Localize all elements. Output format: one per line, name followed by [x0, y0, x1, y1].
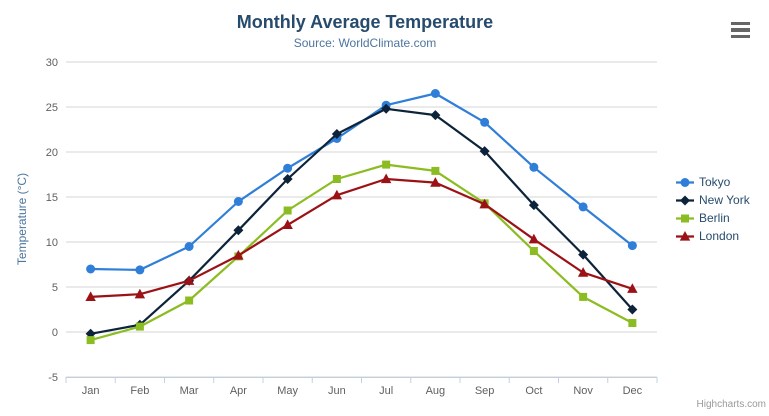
legend-label: New York: [699, 193, 750, 207]
data-point[interactable]: [578, 249, 589, 260]
data-point[interactable]: [283, 206, 292, 215]
data-point[interactable]: [381, 103, 392, 114]
x-axis-label: Jan: [82, 385, 100, 397]
legend-marker-circle-icon: [676, 177, 694, 187]
data-point[interactable]: [85, 291, 96, 302]
x-axis-label: Mar: [180, 385, 199, 397]
grid-group: [66, 61, 657, 378]
data-point[interactable]: [627, 283, 638, 293]
hamburger-bar: [731, 34, 750, 38]
legend-item-berlin[interactable]: Berlin: [676, 211, 750, 225]
hamburger-menu-icon[interactable]: [731, 22, 750, 38]
y-axis-title: Temperature (°C): [15, 173, 29, 265]
data-point[interactable]: [479, 198, 490, 209]
legend-label: Berlin: [699, 211, 730, 225]
hamburger-bar: [731, 22, 750, 26]
legend-marker-diamond-icon: [676, 195, 694, 205]
data-point[interactable]: [135, 265, 145, 275]
legend: Tokyo New York Berlin London: [676, 175, 750, 243]
hamburger-bar: [731, 28, 750, 32]
series-line: [89, 177, 634, 298]
data-point[interactable]: [430, 177, 441, 187]
series-group: [85, 89, 638, 345]
data-point[interactable]: [480, 117, 490, 127]
x-axis-label: Feb: [130, 385, 149, 397]
series-tokyo: [86, 89, 637, 275]
data-point[interactable]: [380, 173, 392, 184]
chart-subtitle: Source: WorldClimate.com: [293, 36, 437, 50]
x-axis-label: Oct: [525, 385, 542, 397]
data-point[interactable]: [184, 242, 194, 251]
y-axis-label: 0: [52, 327, 58, 339]
data-point[interactable]: [282, 219, 293, 230]
data-point[interactable]: [283, 163, 293, 173]
chart-title: Monthly Average Temperature: [236, 12, 494, 32]
x-axis-label: Nov: [573, 385, 593, 397]
data-point[interactable]: [282, 174, 293, 184]
legend-marker-square-icon: [676, 214, 694, 222]
x-axis-label: May: [277, 385, 298, 397]
data-point[interactable]: [185, 296, 194, 305]
legend-item-new-york[interactable]: New York: [676, 193, 750, 207]
data-point[interactable]: [628, 319, 637, 327]
y-axis-label: 10: [46, 237, 58, 249]
data-point[interactable]: [86, 264, 96, 274]
data-point[interactable]: [233, 197, 243, 206]
data-point[interactable]: [382, 160, 391, 169]
legend-item-london[interactable]: London: [676, 229, 750, 243]
y-axis-label: 25: [46, 102, 58, 114]
axis-group: [65, 377, 658, 383]
y-axis-label: 30: [46, 57, 58, 69]
data-point[interactable]: [627, 304, 638, 315]
data-point[interactable]: [528, 233, 540, 244]
x-axis-label: Aug: [426, 385, 446, 397]
axis-labels-group: 30 25 20 15 10 5 0 -5 Jan Feb Mar Apr May Jun Jul Aug Se…: [46, 57, 643, 397]
data-point[interactable]: [431, 166, 440, 175]
highcharts-credit[interactable]: Highcharts.com: [696, 399, 766, 410]
data-point[interactable]: [233, 250, 244, 260]
y-axis-label: -5: [48, 372, 58, 384]
data-point[interactable]: [529, 162, 539, 172]
legend-label: Tokyo: [699, 175, 731, 189]
legend-label: London: [699, 229, 740, 243]
x-axis-label: Jul: [379, 385, 393, 397]
data-point[interactable]: [430, 89, 440, 98]
x-axis-label: Dec: [623, 385, 643, 397]
data-point[interactable]: [331, 129, 342, 139]
data-point[interactable]: [577, 267, 589, 277]
legend-item-tokyo[interactable]: Tokyo: [676, 175, 750, 189]
legend-marker-triangle-icon: [676, 230, 694, 241]
x-axis-label: Jun: [328, 385, 346, 397]
data-point[interactable]: [233, 225, 244, 236]
data-point[interactable]: [430, 110, 441, 121]
data-point[interactable]: [86, 336, 95, 345]
data-point[interactable]: [183, 275, 195, 285]
x-axis-label: Sep: [475, 385, 495, 397]
data-point[interactable]: [134, 288, 146, 299]
y-axis-label: 15: [46, 192, 58, 204]
data-point[interactable]: [479, 146, 490, 157]
data-point[interactable]: [332, 175, 341, 183]
data-point[interactable]: [529, 247, 538, 255]
x-axis-label: Apr: [230, 385, 247, 397]
data-point[interactable]: [578, 202, 588, 212]
series-new-york: [85, 103, 638, 339]
y-axis-label: 5: [52, 282, 58, 294]
y-axis-label: 20: [46, 147, 58, 159]
series-line: [89, 107, 634, 335]
series-line: [89, 163, 634, 342]
data-point[interactable]: [627, 241, 637, 251]
data-point[interactable]: [135, 322, 144, 331]
series-london: [85, 173, 638, 302]
data-point[interactable]: [579, 292, 588, 301]
series-line: [89, 92, 634, 271]
data-point[interactable]: [528, 200, 539, 211]
data-point[interactable]: [331, 189, 343, 200]
